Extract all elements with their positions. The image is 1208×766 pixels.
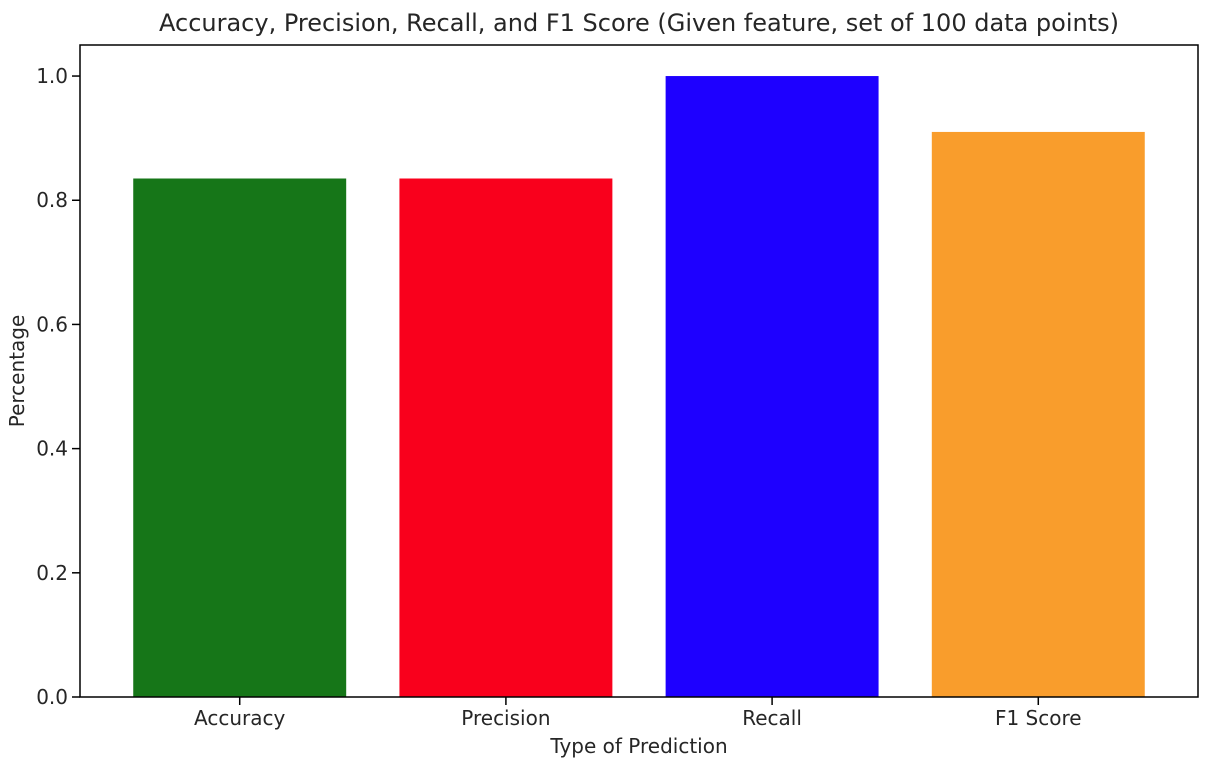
x-tick-label: F1 Score — [995, 706, 1082, 730]
y-tick-label: 0.0 — [36, 685, 68, 709]
y-tick-label: 1.0 — [36, 64, 68, 88]
y-axis-label: Percentage — [5, 315, 29, 428]
bar-f1-score — [931, 131, 1145, 697]
x-tick-label: Accuracy — [194, 706, 285, 730]
y-tick-label: 0.6 — [36, 312, 68, 336]
bars-layer — [133, 76, 1145, 698]
bar-accuracy — [133, 178, 347, 697]
x-tick-label: Precision — [461, 706, 550, 730]
x-axis-ticks: Accuracy Precision Recall F1 Score — [194, 697, 1082, 730]
y-tick-label: 0.2 — [36, 561, 68, 585]
y-axis-ticks: 0.0 0.2 0.4 0.6 0.8 1.0 — [36, 64, 80, 709]
bar-precision — [399, 178, 613, 697]
plot-frame — [79, 44, 1199, 698]
y-tick-label: 0.8 — [36, 188, 68, 212]
x-axis-label: Type of Prediction — [549, 734, 727, 758]
chart-title: Accuracy, Precision, Recall, and F1 Scor… — [159, 9, 1119, 37]
bar-recall — [665, 76, 879, 698]
y-tick-label: 0.4 — [36, 437, 68, 461]
x-tick-label: Recall — [742, 706, 802, 730]
